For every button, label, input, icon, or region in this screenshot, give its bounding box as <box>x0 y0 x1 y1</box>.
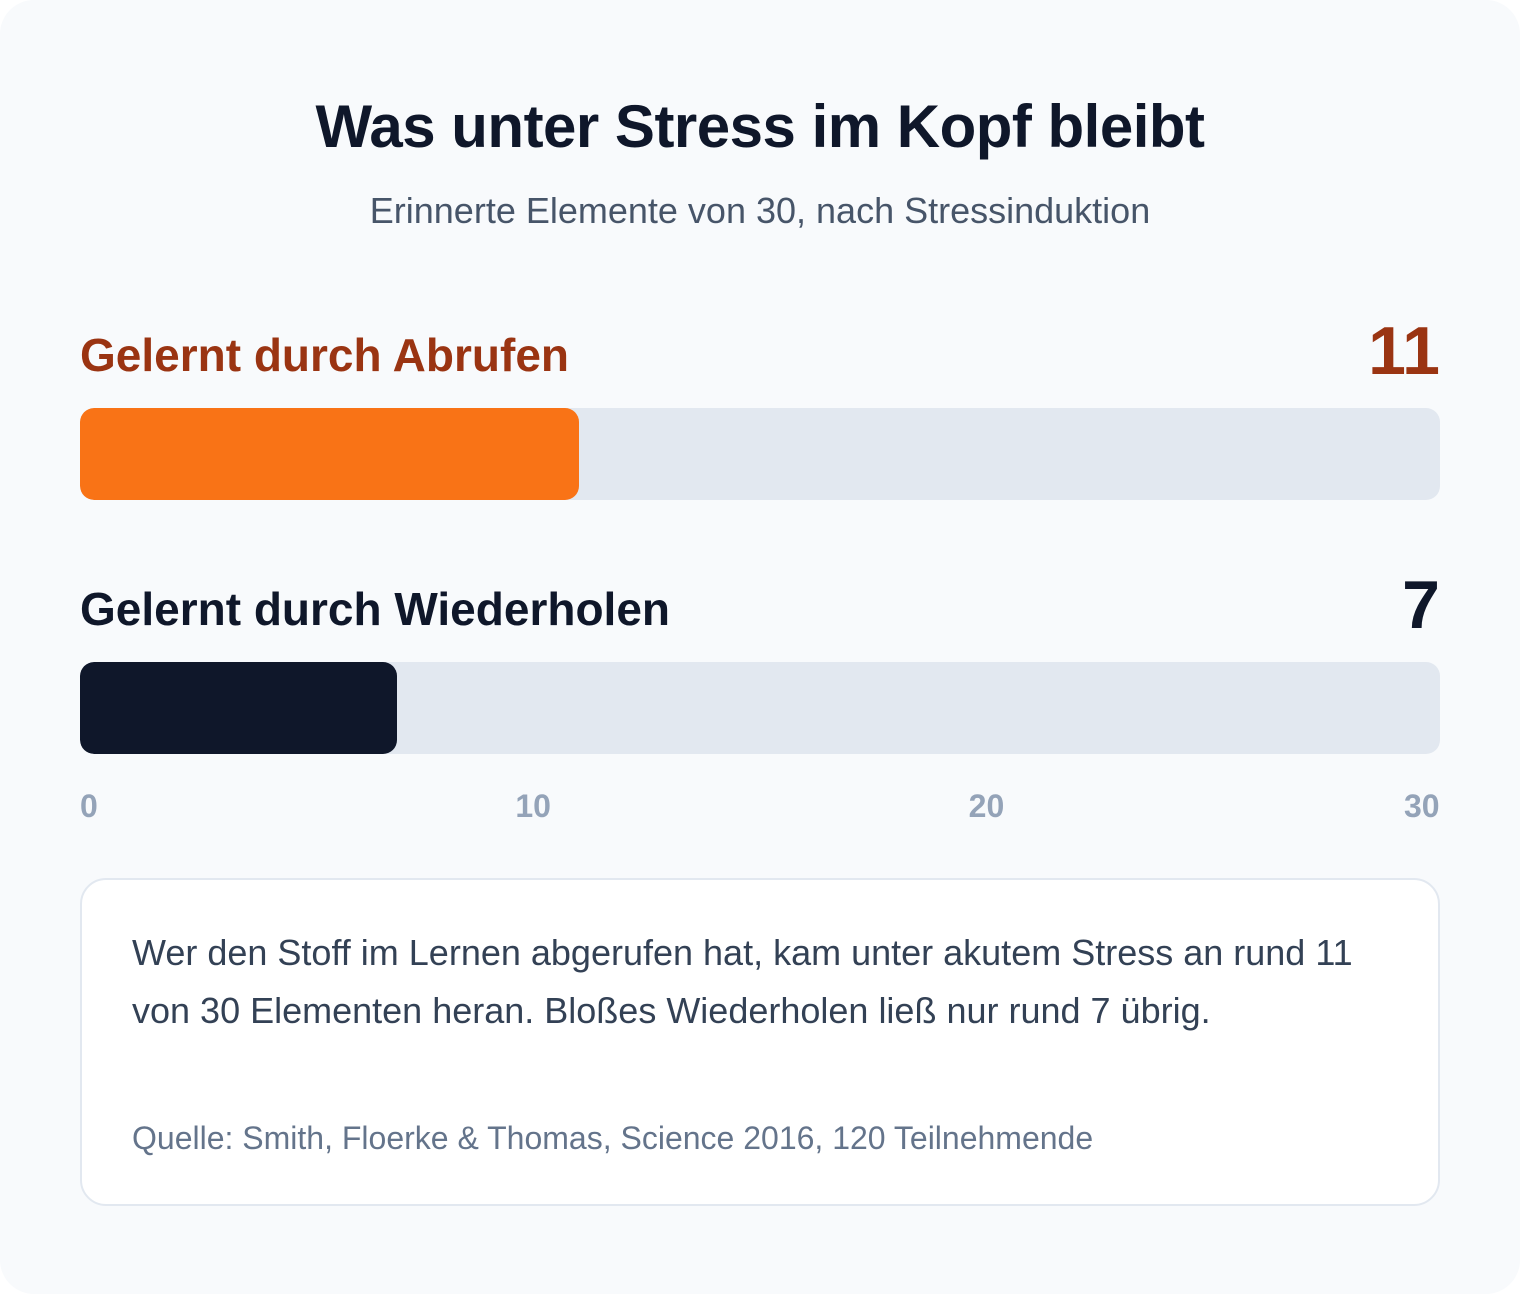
bar-wiederholen <box>80 662 398 754</box>
bar-track-wiederholen <box>80 662 1440 754</box>
chart-title: Was unter Stress im Kopf bleibt <box>315 93 1205 160</box>
bar-value-wiederholen: 7 <box>1402 567 1440 643</box>
note-source: Quelle: Smith, Floerke & Thomas, Science… <box>132 1120 1094 1156</box>
bar-label-abrufen: Gelernt durch Abrufen <box>80 329 569 381</box>
x-tick-label: 10 <box>515 788 551 824</box>
x-tick-label: 30 <box>1404 788 1440 824</box>
chart-subtitle: Erinnerte Elemente von 30, nach Stressin… <box>369 190 1151 231</box>
bar-track-abrufen <box>80 408 1440 500</box>
bar-value-abrufen: 11 <box>1368 313 1440 389</box>
bar-abrufen <box>80 408 579 500</box>
x-tick-label: 0 <box>80 788 98 824</box>
bar-label-wiederholen: Gelernt durch Wiederholen <box>80 583 671 635</box>
note-box: Wer den Stoff im Lernen abgerufen hat, k… <box>80 878 1440 1206</box>
x-tick-label: 20 <box>968 788 1005 824</box>
note-text: Wer den Stoff im Lernen abgerufen hat, k… <box>132 932 1353 1031</box>
